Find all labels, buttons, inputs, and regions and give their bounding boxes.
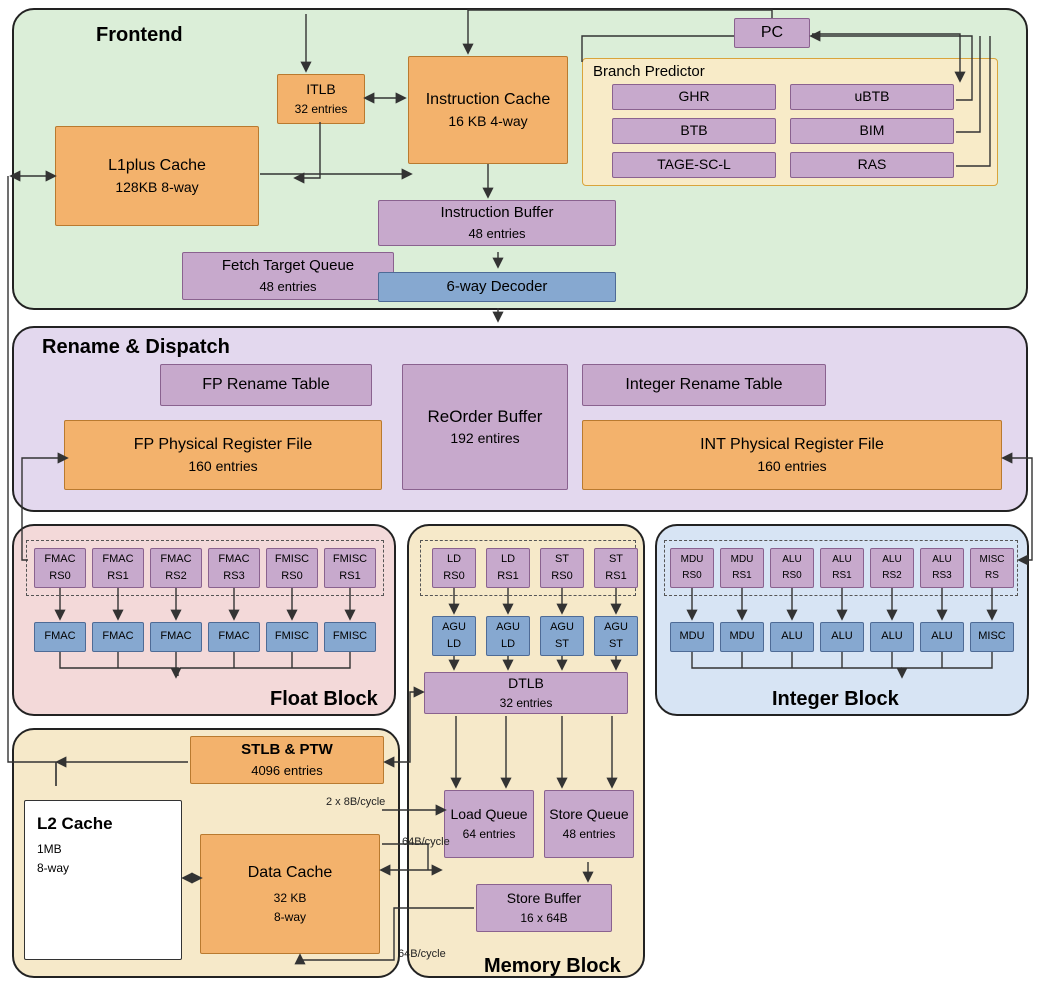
diagram-canvas: FrontendRename & DispatchFloat BlockMemo… [0, 0, 1040, 983]
arrows-layer [0, 0, 1040, 983]
